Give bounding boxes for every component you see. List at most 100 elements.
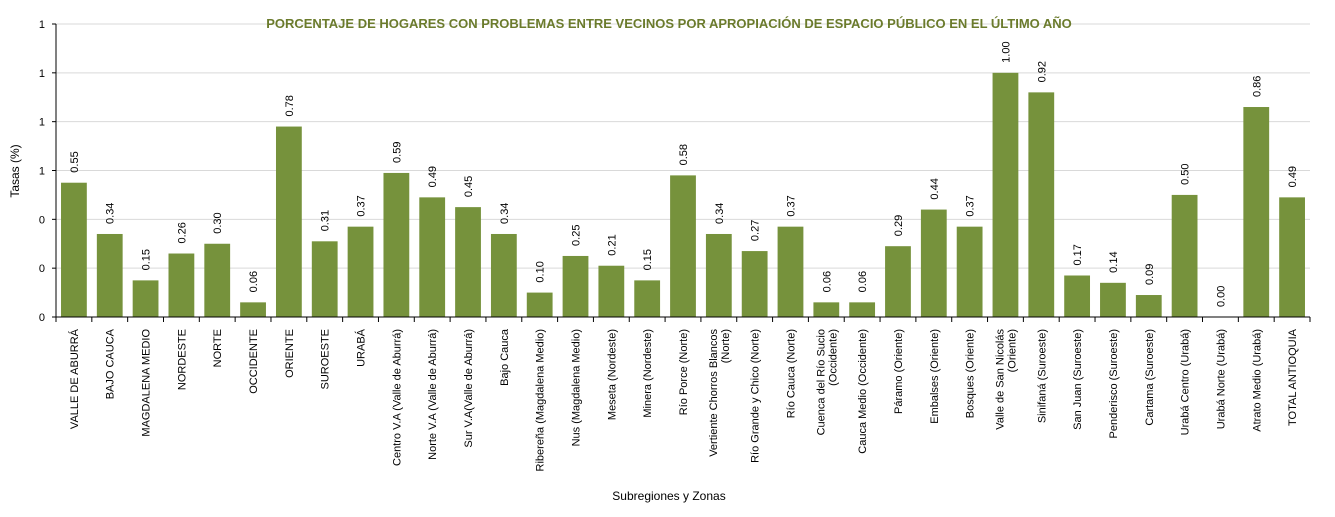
- y-tick-label: 0: [39, 263, 45, 275]
- category-label: Penderisco (Suroeste): [1108, 329, 1120, 438]
- category-label: Bajo Cauca: [499, 328, 511, 386]
- bar: [741, 251, 768, 317]
- category-label: Río Porce (Norte): [678, 329, 690, 415]
- data-label: 0.34: [499, 203, 511, 224]
- bar: [885, 246, 911, 317]
- data-label: 0.06: [821, 271, 833, 292]
- category-label: TOTAL ANTIOQUIA: [1287, 328, 1299, 426]
- category-label: Minera (Nordeste): [642, 329, 654, 418]
- chart-title: PORCENTAJE DE HOGARES CON PROBLEMAS ENTR…: [266, 16, 1072, 31]
- bars: [61, 72, 1305, 318]
- bar: [1100, 282, 1126, 317]
- category-label: Norte V.A (Valle de Aburrá): [427, 329, 439, 460]
- bar: [562, 255, 589, 317]
- data-label: 0.15: [642, 249, 654, 270]
- category-label: NORTE: [212, 329, 224, 367]
- data-label: 0.25: [571, 225, 583, 246]
- data-label: 0.50: [1180, 163, 1192, 184]
- category-label: Atrato Medio (Urabá): [1251, 329, 1263, 432]
- data-label: 0.92: [1036, 61, 1048, 82]
- category-label: Embalses (Oriente): [929, 329, 941, 424]
- y-axis-title: Tasas (%): [8, 144, 22, 197]
- y-tick-label: 0: [39, 312, 45, 324]
- category-label: Sinifaná (Suroeste): [1036, 329, 1048, 423]
- category-label: Bosques (Oriente): [965, 329, 977, 418]
- bar: [347, 226, 374, 317]
- category-labels: VALLE DE ABURRÁ BAJO CAUCA MAGDALENA MEDIO…: [68, 328, 1299, 471]
- data-label: 0.06: [248, 271, 260, 292]
- data-label: 0.44: [929, 178, 941, 199]
- data-label: 0.37: [965, 195, 977, 216]
- category-label: Nus (Magdalena Medio): [571, 329, 583, 446]
- data-label: 0.37: [356, 195, 368, 216]
- bar: [777, 226, 804, 317]
- data-label: 0.49: [427, 166, 439, 187]
- category-label: BAJO CAUCA: [105, 328, 117, 399]
- category-label: NORDESTE: [176, 329, 188, 390]
- bar: [670, 175, 696, 317]
- category-label: Vertiente Chorros Blancos(Norte): [708, 329, 732, 457]
- y-tick-label: 1: [39, 166, 45, 178]
- bar: [240, 302, 266, 317]
- data-label: 0.55: [69, 151, 81, 172]
- category-label: Páramo (Oriente): [893, 329, 905, 414]
- data-labels: 0.55 0.34 0.15 0.26 0.30 0.06 0.78 0.31 0.37 0.59…: [69, 41, 1299, 307]
- category-label: VALLE DE ABURRÁ: [68, 328, 81, 429]
- data-label: 0.37: [785, 195, 797, 216]
- bar: [275, 126, 302, 317]
- data-label: 0.14: [1108, 251, 1120, 272]
- bar: [1243, 107, 1270, 318]
- bar: [849, 302, 876, 317]
- y-tick-label: 1: [39, 117, 45, 129]
- data-label: 0.58: [678, 144, 690, 165]
- gridlines: [56, 23, 1310, 269]
- category-label: OCCIDENTE: [248, 329, 260, 394]
- data-label: 0.30: [212, 212, 224, 233]
- data-label: 0.00: [1215, 286, 1227, 307]
- bar: [61, 182, 87, 317]
- data-label: 0.59: [391, 142, 403, 163]
- bar: [705, 233, 732, 317]
- data-label: 0.49: [1287, 166, 1299, 187]
- data-label: 0.34: [105, 203, 117, 224]
- bar: [920, 209, 947, 317]
- bar: [1028, 92, 1055, 317]
- category-label: Urabá Centro (Urabá): [1180, 329, 1192, 435]
- category-label: Cauca Medio (Occidente): [857, 329, 869, 454]
- bar: [455, 207, 481, 317]
- bar: [1064, 275, 1091, 317]
- data-label: 0.15: [141, 249, 153, 270]
- category-label: Cartama (Suroeste): [1144, 329, 1156, 426]
- bar: [1279, 197, 1305, 317]
- data-label: 0.17: [1072, 244, 1084, 265]
- category-label: Río Grande y Chico (Norte): [750, 329, 762, 463]
- bar: [956, 226, 983, 317]
- bar: [813, 302, 840, 317]
- data-label: 1.00: [1000, 41, 1012, 62]
- category-label: Río Cauca (Norte): [785, 329, 797, 418]
- bar: [168, 253, 195, 317]
- data-label: 0.09: [1144, 264, 1156, 285]
- bar: [204, 243, 231, 317]
- category-label: MAGDALENA MEDIO: [141, 329, 153, 437]
- category-label: Sur V.A(Valle de Aburrá): [463, 329, 475, 448]
- data-label: 0.27: [750, 220, 762, 241]
- bar: [132, 280, 159, 317]
- bar: [526, 292, 553, 317]
- y-tick-label: 1: [39, 19, 45, 31]
- bar: [383, 172, 410, 317]
- category-label: Ribereña (Magdalena Medio): [535, 329, 547, 471]
- axes: 0 0 0 1 1 1 1: [39, 19, 1311, 324]
- bar: [598, 265, 625, 317]
- data-label: 0.86: [1251, 76, 1263, 97]
- category-label: ORIENTE: [284, 329, 296, 378]
- data-label: 0.06: [857, 271, 869, 292]
- data-label: 0.29: [893, 215, 905, 236]
- data-label: 0.31: [320, 210, 332, 231]
- data-label: 0.45: [463, 176, 475, 197]
- category-label: Cuenca del Río Sucio(Occidente): [815, 329, 839, 435]
- data-label: 0.26: [176, 222, 188, 243]
- bar: [311, 241, 338, 317]
